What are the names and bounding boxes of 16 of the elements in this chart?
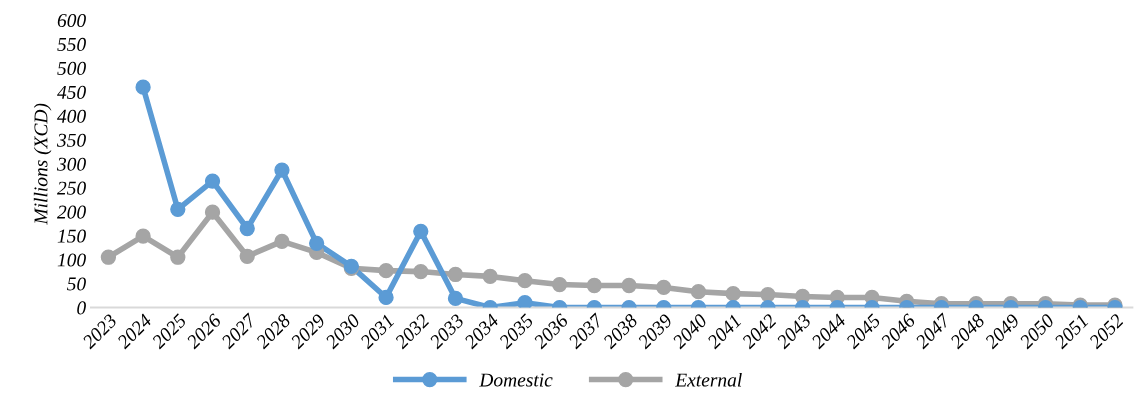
y-tick-label: 100 <box>57 253 86 267</box>
y-axis-title: Millions (XCD) <box>33 103 52 225</box>
y-tick-label: 300 <box>56 157 86 171</box>
y-tick-label: 350 <box>56 133 86 147</box>
y-tick-label: 600 <box>57 13 86 28</box>
legend-label: External <box>675 372 742 387</box>
y-tick-label: 200 <box>57 205 86 219</box>
y-tick-label: 500 <box>57 61 86 75</box>
y-tick-label: 0 <box>77 301 86 315</box>
y-tick-label: 550 <box>57 37 86 51</box>
y-tick-label: 450 <box>57 85 86 99</box>
y-tick-label: 50 <box>67 277 86 291</box>
y-tick-label: 400 <box>57 109 86 123</box>
legend-label: Domestic <box>479 373 553 387</box>
y-tick-label: 150 <box>57 229 86 243</box>
y-tick-label: 250 <box>57 181 86 195</box>
